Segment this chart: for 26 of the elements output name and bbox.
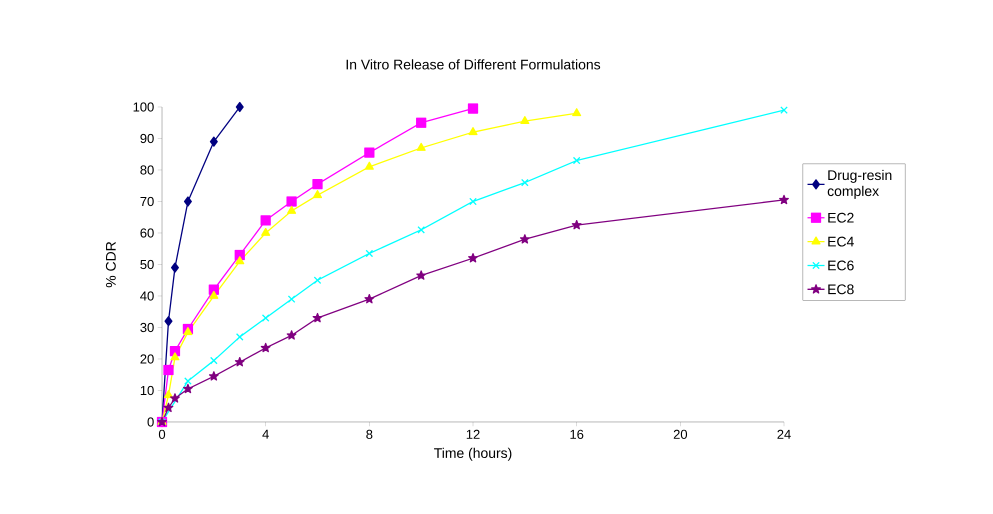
chart-title: In Vitro Release of Different Formulations: [346, 59, 600, 70]
y-tick-label: 10: [140, 386, 154, 396]
y-tick-label: 50: [140, 260, 154, 270]
y-axis-title: % CDR: [106, 242, 116, 288]
x-tick-label: 0: [158, 430, 166, 439]
x-axis-title: Time (hours): [434, 448, 512, 461]
y-tick-label: 70: [140, 196, 154, 206]
x-tick-label: 8: [366, 430, 372, 439]
legend-label: Drug-resin complex: [828, 170, 892, 199]
legend-label: EC2: [828, 212, 854, 223]
y-tick-label: 90: [140, 134, 154, 144]
x-tick-label: 12: [466, 430, 480, 439]
y-tick-label: 20: [140, 354, 154, 364]
y-tick-label: 30: [140, 322, 154, 332]
y-tick-label: 0: [148, 417, 154, 427]
x-tick-label: 16: [570, 430, 584, 439]
legend-label: EC8: [828, 284, 854, 294]
y-tick-label: 80: [140, 165, 154, 175]
y-tick-label: 60: [140, 228, 154, 238]
legend-label: EC6: [828, 260, 854, 270]
x-tick-label: 24: [777, 430, 791, 439]
y-tick-label: 40: [140, 291, 154, 301]
y-tick-label: 100: [134, 102, 154, 112]
x-tick-label: 20: [674, 430, 688, 439]
legend-label: EC4: [828, 236, 854, 247]
x-tick-label: 4: [262, 430, 269, 439]
